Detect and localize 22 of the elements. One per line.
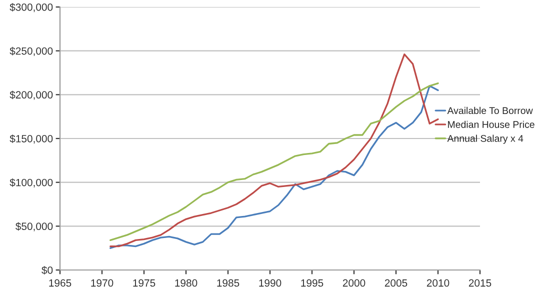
x-tick-label: 2010 [426,279,450,287]
x-tick-label: 1985 [217,279,240,287]
x-tick-label: 1990 [259,279,282,287]
y-tick-label: $250,000 [10,46,53,56]
x-tick-label: 1980 [175,279,198,287]
y-tick-label: $200,000 [10,90,53,100]
x-tick-label: 1970 [91,279,114,287]
y-tick-label: $300,000 [10,3,53,12]
x-tick-label: 2005 [384,279,408,287]
y-tick-label: $150,000 [10,134,53,144]
y-tick-label: $50,000 [16,222,53,232]
legend-label: Annual Salary x 4 [447,134,524,144]
x-tick-label: 2000 [342,279,366,287]
y-tick-label: $100,000 [10,178,53,188]
legend-label: Available To Borrow [447,106,533,114]
y-tick-label: $0 [42,266,53,274]
x-tick-label: 1965 [49,279,72,287]
line-series [110,54,439,248]
legend-label: Median House Price [448,120,534,128]
x-tick-label: 1995 [301,279,324,287]
x-tick-label: 1975 [133,279,156,287]
x-tick-label: 2015 [468,279,492,287]
